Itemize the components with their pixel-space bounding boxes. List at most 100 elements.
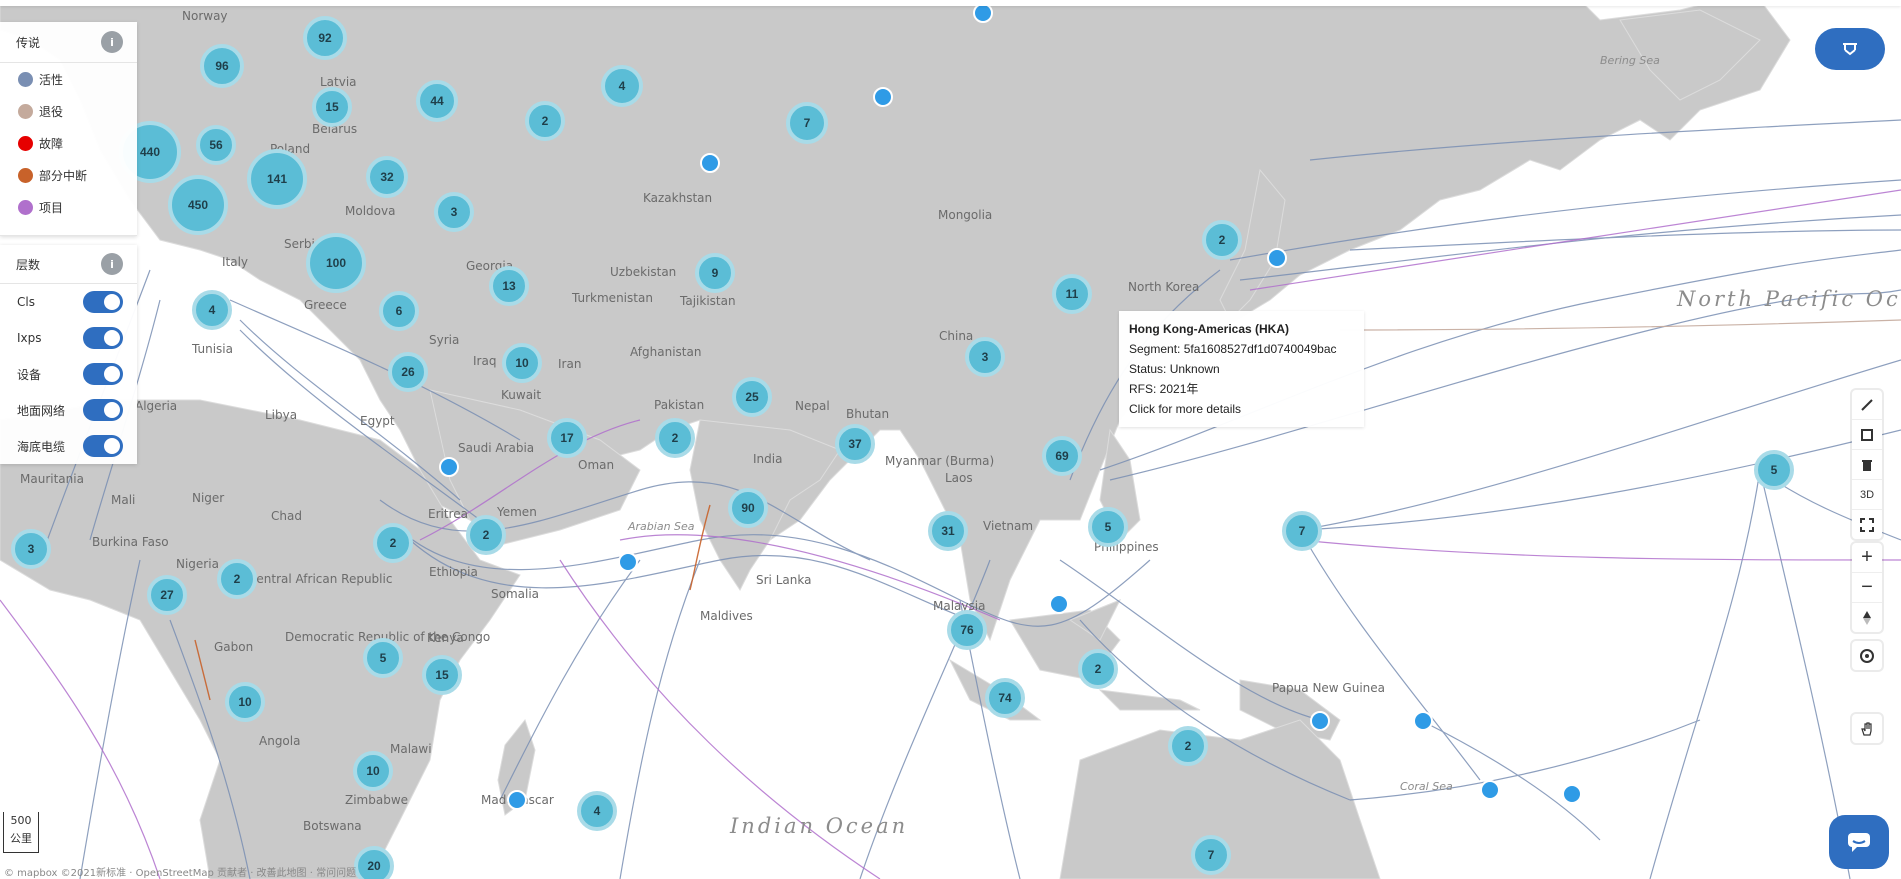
compass-icon: [1863, 610, 1871, 625]
network-view-button[interactable]: [1815, 28, 1885, 70]
cluster-marker[interactable]: 10: [502, 343, 542, 383]
legend-item-label: 故障: [39, 136, 64, 151]
cluster-marker[interactable]: 76: [947, 610, 987, 650]
compass-button[interactable]: [1852, 603, 1882, 632]
place-label: Yemen: [496, 505, 537, 519]
cable-tooltip[interactable]: Hong Kong-Americas (HKA) Segment: 5fa160…: [1119, 311, 1364, 427]
draw-line-button[interactable]: [1852, 390, 1882, 420]
cluster-marker[interactable]: 2: [1168, 726, 1208, 766]
map-attribution[interactable]: © mapbox ©2021新标准 · OpenStreetMap 贡献者 · …: [4, 868, 357, 879]
cluster-marker[interactable]: 5: [363, 638, 403, 678]
layer-toggle[interactable]: [83, 291, 123, 313]
cluster-marker[interactable]: 96: [200, 44, 244, 88]
cluster-marker[interactable]: 56: [196, 125, 236, 165]
cluster-marker[interactable]: 74: [985, 678, 1025, 718]
cluster-marker[interactable]: 141: [247, 149, 307, 209]
point-marker[interactable]: [1413, 711, 1433, 731]
cluster-marker[interactable]: 3: [11, 529, 51, 569]
svg-text:37: 37: [848, 437, 862, 451]
cluster-marker[interactable]: 69: [1042, 436, 1082, 476]
point-marker[interactable]: [1480, 780, 1500, 800]
layer-toggle[interactable]: [83, 435, 123, 457]
cluster-marker[interactable]: 32: [366, 156, 408, 198]
cluster-marker[interactable]: 11: [1052, 274, 1092, 314]
cluster-marker[interactable]: 2: [466, 515, 506, 555]
cluster-marker[interactable]: 2: [373, 523, 413, 563]
svg-text:440: 440: [140, 145, 160, 159]
cluster-marker[interactable]: 31: [928, 511, 968, 551]
project-cable-lines[interactable]: [0, 189, 1901, 879]
point-marker[interactable]: [1049, 594, 1069, 614]
cluster-marker[interactable]: 3: [965, 337, 1005, 377]
place-label: Malawi: [390, 742, 432, 756]
land-masses: [0, 0, 1791, 879]
cluster-marker[interactable]: 450: [168, 175, 228, 235]
zoom-in-button[interactable]: +: [1852, 543, 1882, 573]
cluster-marker[interactable]: 27: [147, 575, 187, 615]
cluster-marker[interactable]: 5: [1754, 450, 1794, 490]
cluster-marker[interactable]: 25: [732, 377, 772, 417]
layer-toggle[interactable]: [83, 363, 123, 385]
svg-text:96: 96: [215, 59, 229, 73]
fullscreen-button[interactable]: [1852, 510, 1882, 539]
3d-button[interactable]: 3D: [1852, 480, 1882, 510]
cluster-marker[interactable]: 15: [312, 87, 352, 127]
cluster-marker[interactable]: 90: [728, 488, 768, 528]
cluster-marker[interactable]: 6: [379, 291, 419, 331]
point-marker[interactable]: [973, 3, 993, 23]
cluster-marker[interactable]: 7: [1191, 835, 1231, 875]
cluster-marker[interactable]: 5: [1088, 507, 1128, 547]
geolocate-button[interactable]: [1852, 641, 1882, 670]
sea-label: Arabian Sea: [627, 520, 695, 533]
cluster-marker[interactable]: 7: [1282, 511, 1322, 551]
cluster-marker[interactable]: 2: [217, 559, 257, 599]
cluster-marker[interactable]: 4: [192, 290, 232, 330]
cluster-marker[interactable]: 15: [422, 655, 462, 695]
cluster-marker[interactable]: 100: [306, 233, 366, 293]
cluster-marker[interactable]: 44: [416, 80, 458, 122]
cluster-marker[interactable]: 37: [835, 424, 875, 464]
info-icon[interactable]: i: [101, 31, 123, 53]
point-marker[interactable]: [700, 153, 720, 173]
cluster-marker[interactable]: 10: [225, 682, 265, 722]
cluster-marker[interactable]: 17: [547, 418, 587, 458]
zoom-out-button[interactable]: −: [1852, 573, 1882, 603]
svg-text:10: 10: [515, 356, 529, 370]
cluster-markers[interactable]: 92 96 15 44 4 2 7 440 56 141 32 450 3 10…: [11, 16, 1794, 879]
cluster-marker[interactable]: 4: [601, 65, 643, 107]
info-icon[interactable]: i: [101, 253, 123, 275]
place-label: Mongolia: [938, 208, 992, 222]
cluster-marker[interactable]: 10: [353, 751, 393, 791]
point-marker[interactable]: [1562, 784, 1582, 804]
partial-outage-cable-lines[interactable]: [194, 504, 711, 701]
decommissioned-cable-lines[interactable]: [1339, 319, 1901, 331]
delete-button[interactable]: [1852, 450, 1882, 480]
point-marker[interactable]: [1310, 711, 1330, 731]
cluster-marker[interactable]: 7: [786, 102, 828, 144]
cluster-marker[interactable]: 2: [655, 418, 695, 458]
point-marker[interactable]: [507, 790, 527, 810]
draw-polygon-button[interactable]: [1852, 420, 1882, 450]
cluster-marker[interactable]: 2: [1078, 649, 1118, 689]
point-marker[interactable]: [439, 457, 459, 477]
cluster-marker[interactable]: 13: [489, 266, 529, 306]
cluster-marker[interactable]: 92: [303, 16, 347, 60]
layer-toggle[interactable]: [83, 327, 123, 349]
point-markers[interactable]: [439, 3, 1582, 810]
cluster-marker[interactable]: 26: [388, 352, 428, 392]
point-marker[interactable]: [618, 552, 638, 572]
svg-text:15: 15: [325, 100, 339, 114]
cluster-marker[interactable]: 2: [525, 101, 565, 141]
chat-button[interactable]: [1829, 815, 1889, 869]
cluster-marker[interactable]: 4: [577, 791, 617, 831]
cluster-marker[interactable]: 20: [354, 846, 394, 879]
cluster-marker[interactable]: 2: [1202, 220, 1242, 260]
point-marker[interactable]: [1267, 248, 1287, 268]
tooltip-details-link[interactable]: Click for more details: [1129, 402, 1242, 416]
layer-toggle[interactable]: [83, 399, 123, 421]
cluster-marker[interactable]: 9: [695, 253, 735, 293]
point-marker[interactable]: [873, 87, 893, 107]
pan-button[interactable]: [1852, 714, 1882, 743]
cluster-marker[interactable]: 3: [434, 192, 474, 232]
